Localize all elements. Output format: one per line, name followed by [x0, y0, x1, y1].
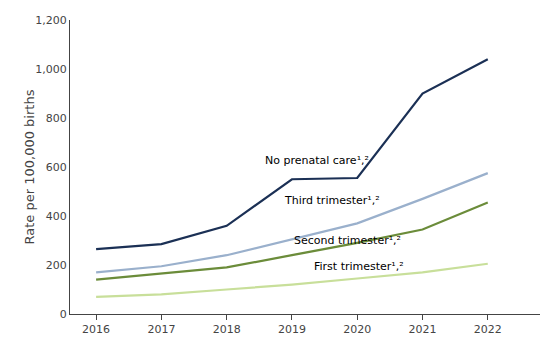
svg-text:Rate per 100,000 births: Rate per 100,000 births	[22, 89, 37, 244]
svg-text:First trimester¹,²: First trimester¹,²	[314, 260, 404, 273]
svg-text:Third trimester¹,²: Third trimester¹,²	[284, 194, 380, 207]
svg-text:2016: 2016	[82, 323, 110, 336]
svg-text:2022: 2022	[474, 323, 502, 336]
svg-text:1,200: 1,200	[35, 14, 67, 27]
svg-text:800: 800	[46, 112, 67, 125]
svg-text:2018: 2018	[213, 323, 241, 336]
svg-text:0: 0	[60, 308, 67, 321]
svg-text:2019: 2019	[278, 323, 306, 336]
svg-text:No prenatal care¹,²: No prenatal care¹,²	[265, 154, 369, 167]
svg-text:2021: 2021	[409, 323, 437, 336]
svg-text:1,000: 1,000	[35, 63, 67, 76]
svg-text:2017: 2017	[147, 323, 175, 336]
svg-text:2020: 2020	[343, 323, 371, 336]
svg-text:400: 400	[46, 210, 67, 223]
svg-text:Second trimester¹,²: Second trimester¹,²	[294, 234, 401, 247]
svg-text:600: 600	[46, 161, 67, 174]
svg-text:200: 200	[46, 259, 67, 272]
